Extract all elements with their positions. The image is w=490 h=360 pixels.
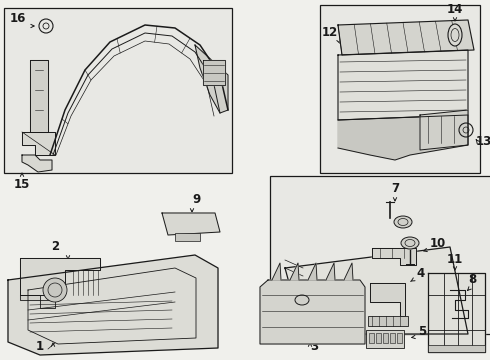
Text: 15: 15 bbox=[14, 178, 30, 191]
Polygon shape bbox=[22, 155, 52, 172]
Polygon shape bbox=[372, 248, 416, 265]
Bar bbox=[4, 8, 232, 173]
Ellipse shape bbox=[295, 295, 309, 305]
Circle shape bbox=[43, 278, 67, 302]
Polygon shape bbox=[428, 273, 485, 352]
Text: 2: 2 bbox=[51, 240, 59, 253]
Polygon shape bbox=[20, 295, 55, 308]
Bar bbox=[368, 316, 408, 326]
Polygon shape bbox=[30, 60, 48, 132]
Text: 9: 9 bbox=[192, 193, 200, 206]
Polygon shape bbox=[162, 213, 220, 235]
Bar bbox=[366, 330, 404, 348]
Polygon shape bbox=[370, 283, 405, 316]
Polygon shape bbox=[338, 50, 468, 120]
Text: 6: 6 bbox=[384, 332, 392, 345]
Text: 14: 14 bbox=[447, 3, 463, 16]
Text: 5: 5 bbox=[418, 325, 426, 338]
Polygon shape bbox=[285, 247, 468, 334]
Text: 13: 13 bbox=[476, 135, 490, 148]
Text: 12: 12 bbox=[322, 26, 338, 39]
Ellipse shape bbox=[394, 216, 412, 228]
Text: 7: 7 bbox=[391, 182, 399, 195]
Bar bbox=[175, 233, 200, 241]
Text: 3: 3 bbox=[310, 340, 318, 353]
Bar bbox=[383, 333, 388, 343]
Polygon shape bbox=[272, 263, 281, 280]
Ellipse shape bbox=[401, 237, 419, 249]
Text: 1: 1 bbox=[36, 340, 44, 353]
Text: 4: 4 bbox=[416, 267, 424, 280]
Polygon shape bbox=[203, 60, 225, 85]
Polygon shape bbox=[326, 263, 335, 280]
Bar bbox=[390, 333, 395, 343]
Polygon shape bbox=[22, 132, 55, 155]
Bar bbox=[270, 176, 490, 334]
Polygon shape bbox=[344, 263, 353, 280]
Text: 16: 16 bbox=[10, 12, 26, 25]
Polygon shape bbox=[260, 280, 365, 344]
Text: 10: 10 bbox=[430, 237, 446, 250]
Text: 11: 11 bbox=[447, 253, 463, 266]
Polygon shape bbox=[420, 110, 468, 150]
Bar bbox=[369, 333, 374, 343]
Bar bbox=[320, 5, 480, 173]
Bar bbox=[397, 333, 402, 343]
Polygon shape bbox=[308, 263, 317, 280]
Polygon shape bbox=[20, 258, 100, 295]
Ellipse shape bbox=[448, 24, 462, 46]
Polygon shape bbox=[195, 45, 228, 113]
Polygon shape bbox=[8, 255, 218, 355]
Bar bbox=[376, 333, 381, 343]
Polygon shape bbox=[290, 263, 299, 280]
Bar bbox=[428, 345, 485, 352]
Polygon shape bbox=[338, 20, 474, 55]
Text: 8: 8 bbox=[468, 273, 476, 286]
Polygon shape bbox=[338, 115, 468, 160]
